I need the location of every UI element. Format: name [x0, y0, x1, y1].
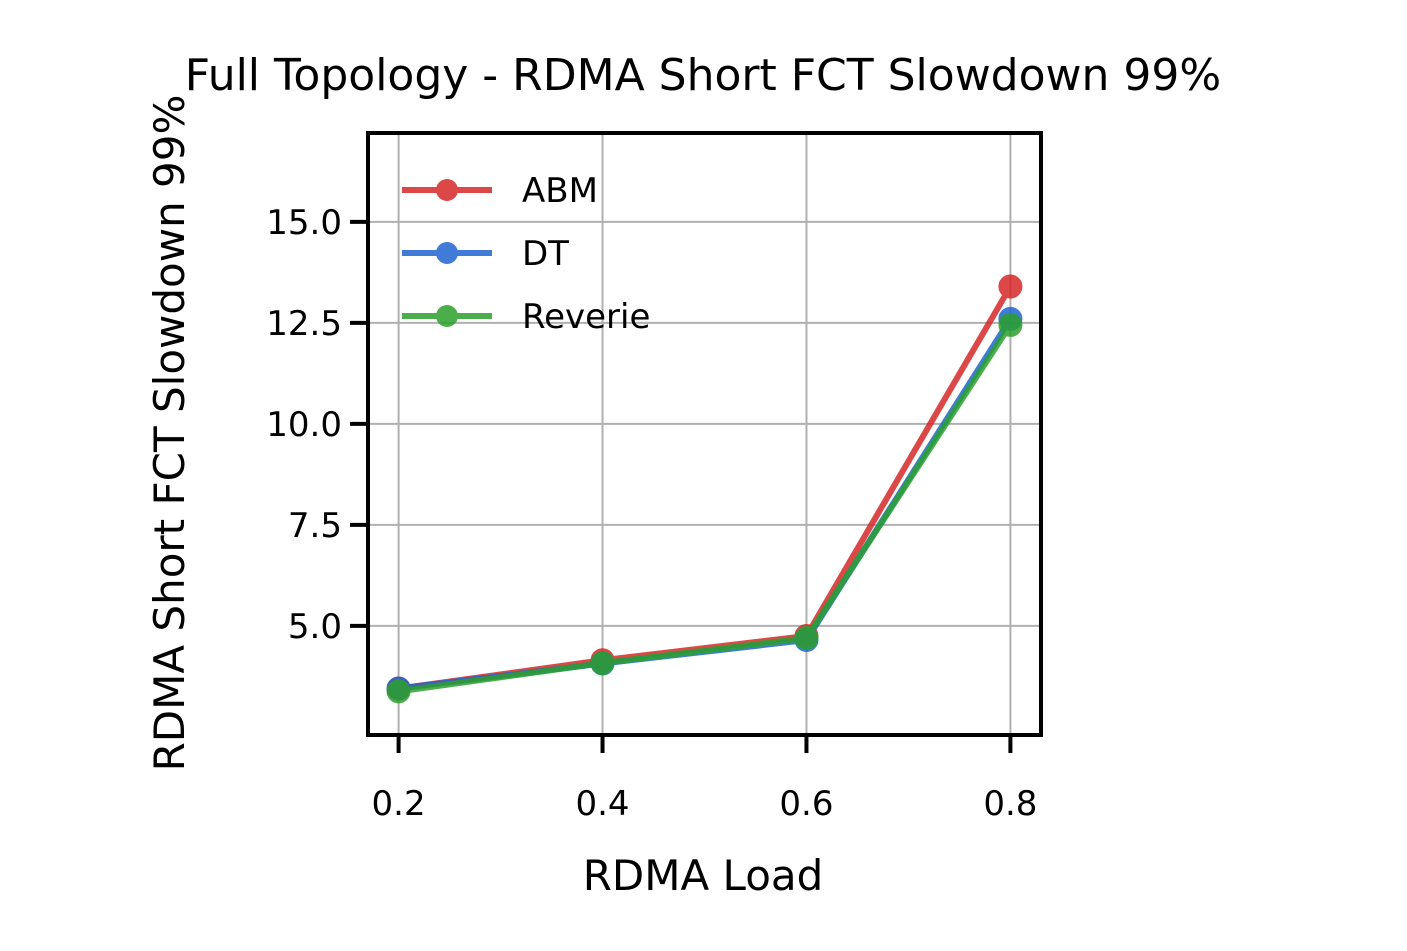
x-tick-label: 0.2	[372, 784, 426, 824]
legend-label: DT	[522, 234, 569, 274]
y-axis-label: RDMA Short FCT Slowdown 99%	[145, 95, 194, 772]
legend-label: Reverie	[522, 297, 650, 337]
legend-item-dt	[402, 242, 492, 264]
legend-item-abm	[402, 179, 492, 201]
data-point-reverie	[998, 312, 1023, 337]
series-group	[386, 274, 1023, 704]
x-tick-label: 0.6	[779, 784, 833, 824]
x-tick-label: 0.4	[575, 784, 629, 824]
series-dt	[386, 306, 1023, 701]
data-point-abm	[998, 274, 1023, 299]
legend-swatch-marker	[436, 179, 458, 201]
y-tick-label: 10.0	[266, 405, 342, 445]
data-point-reverie	[794, 626, 819, 651]
plot-frame	[366, 131, 1043, 737]
legend-label: ABM	[522, 171, 598, 211]
series-reverie	[386, 312, 1023, 704]
y-tick-label: 15.0	[266, 203, 342, 243]
series-abm	[386, 274, 1023, 701]
y-tick-label: 7.5	[288, 506, 342, 546]
data-point-reverie	[386, 679, 411, 704]
legend-swatch-marker	[436, 242, 458, 264]
legend: ABM DT Reverie	[402, 171, 650, 337]
x-tick-label: 0.8	[983, 784, 1037, 824]
series-line-abm	[398, 285, 1014, 692]
legend-swatch-marker	[436, 305, 458, 327]
grid	[368, 133, 1041, 735]
series-line-dt	[398, 317, 1013, 692]
data-point-reverie	[590, 651, 615, 676]
y-tick-label: 12.5	[266, 304, 342, 344]
legend-item-reverie	[402, 305, 492, 327]
ticks: 0.2 0.4 0.6 0.8 5.0 7.5 10.0 12.5 15.0	[266, 203, 1037, 824]
chart-title: Full Topology - RDMA Short FCT Slowdown …	[185, 50, 1221, 101]
series-line-reverie	[398, 323, 1013, 695]
y-tick-label: 5.0	[288, 607, 342, 647]
x-axis-label: RDMA Load	[583, 851, 824, 900]
